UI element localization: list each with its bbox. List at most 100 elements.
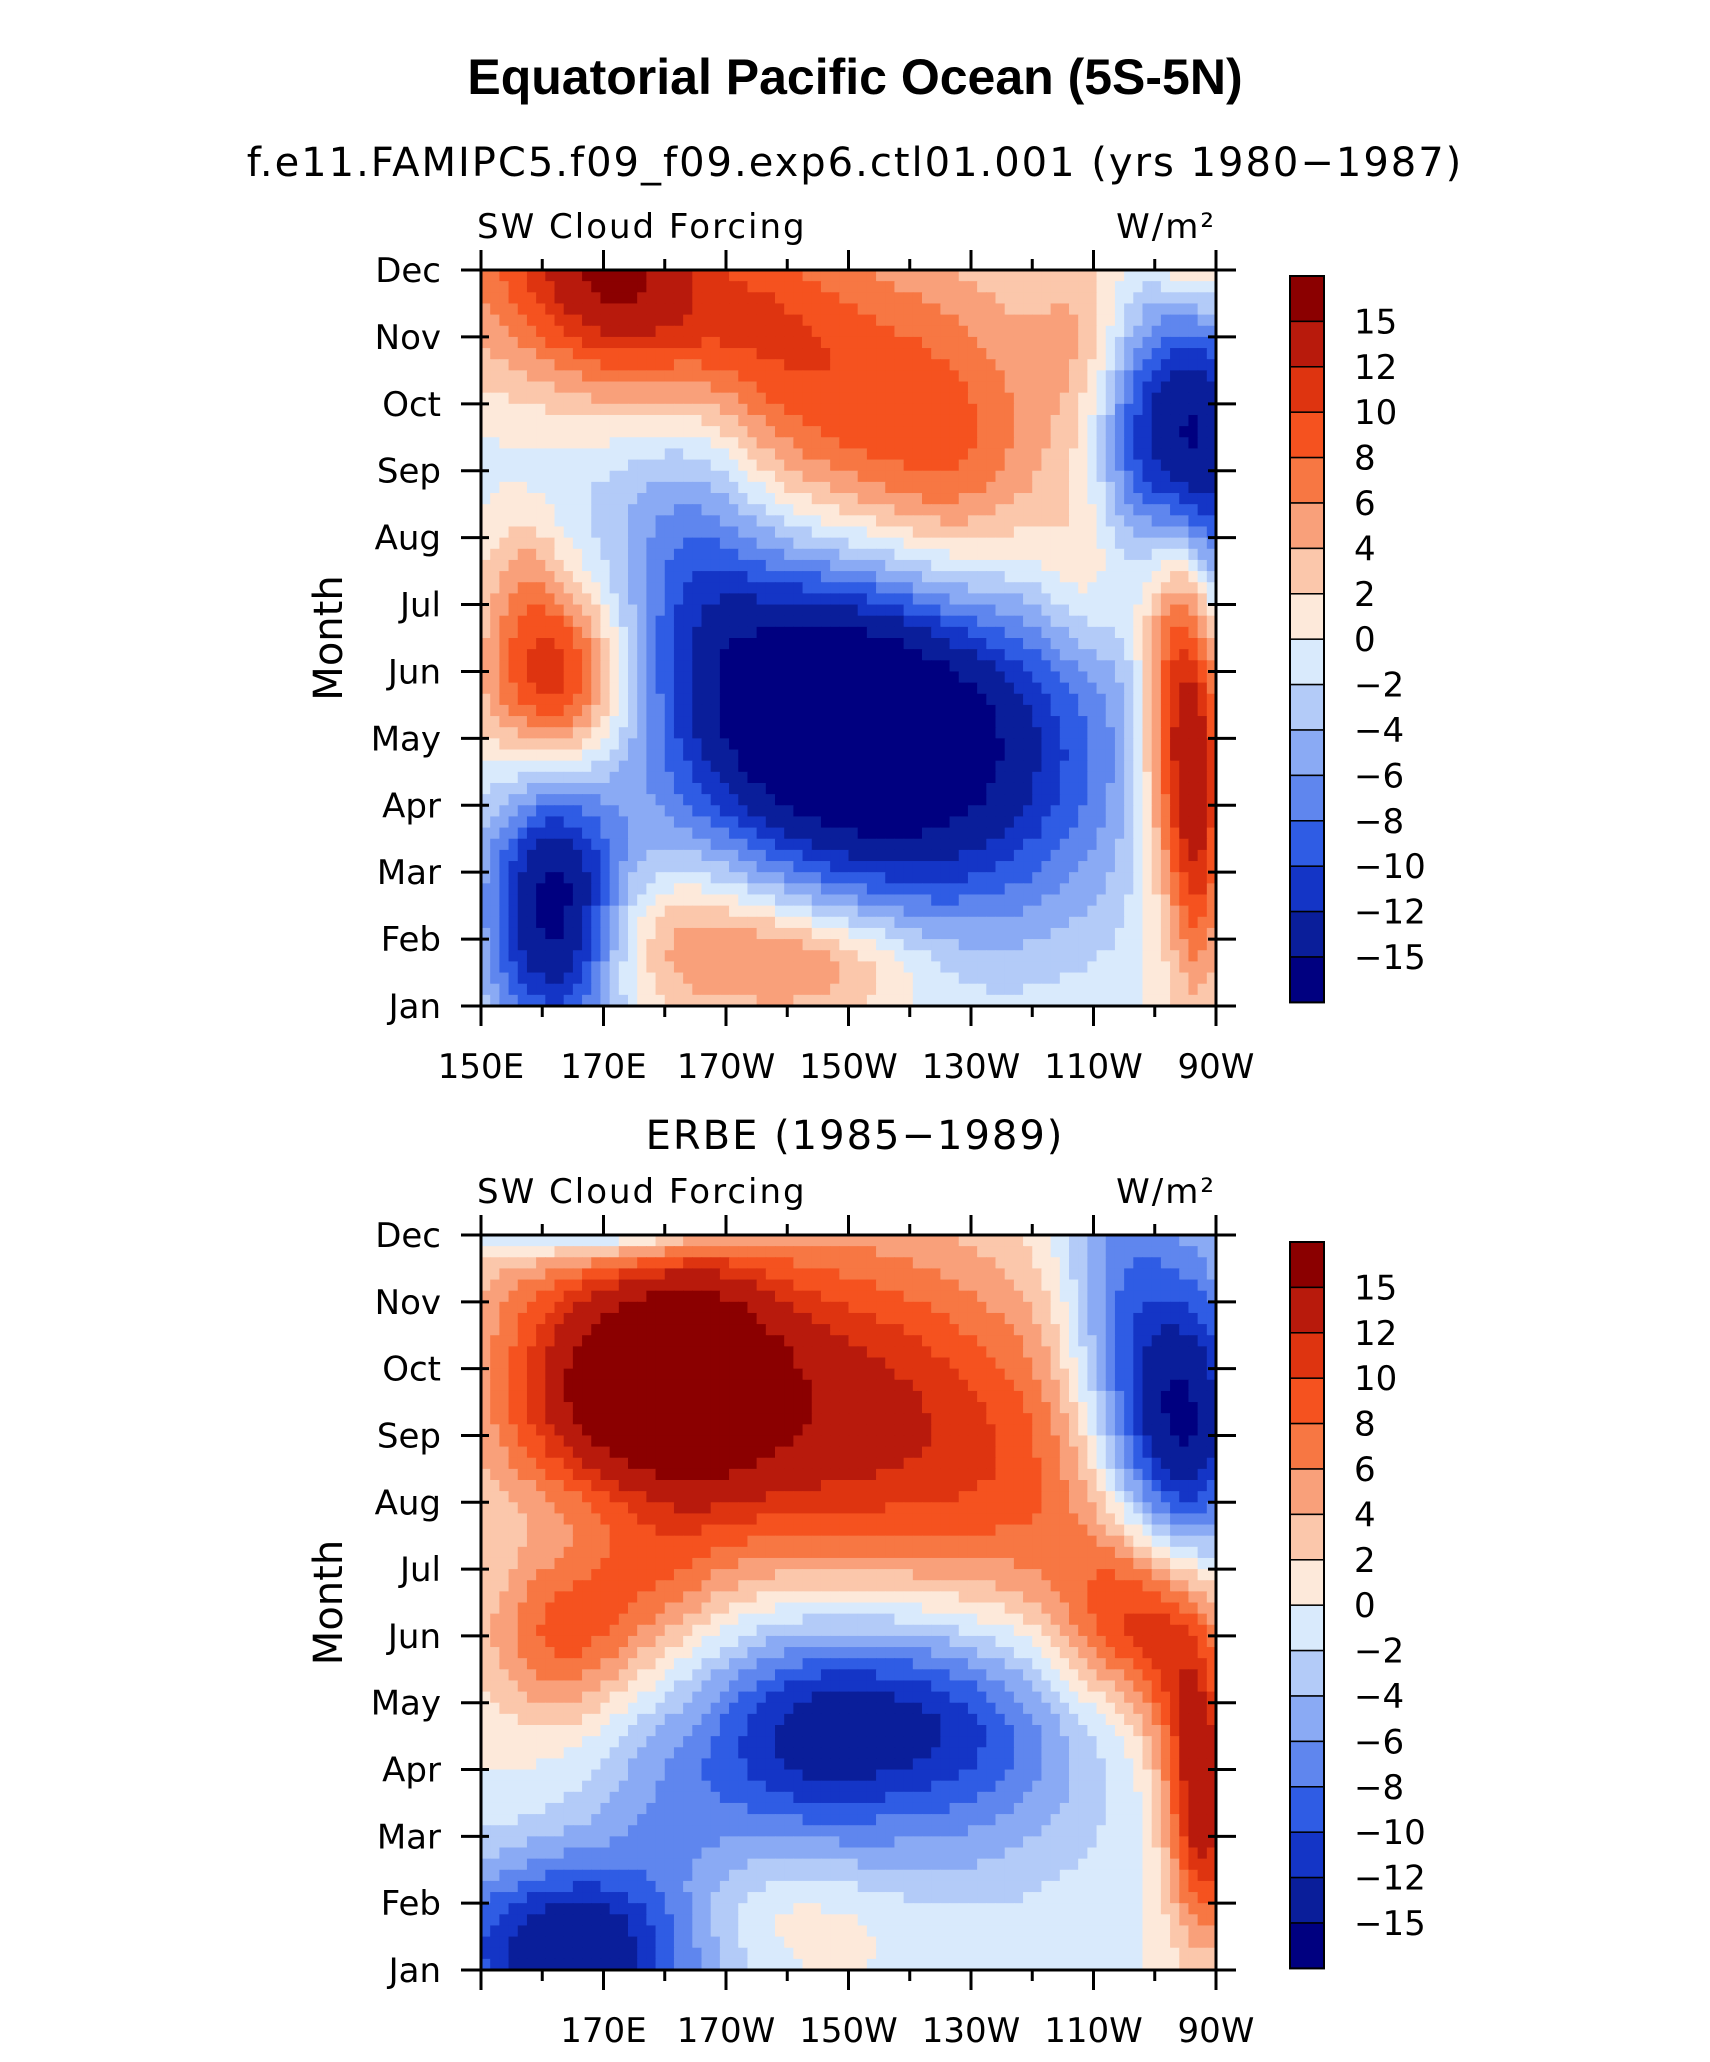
panel1-heatmap-cell — [591, 682, 602, 695]
panel1-heatmap-cell — [628, 281, 638, 293]
panel1-heatmap-cell — [793, 348, 804, 360]
panel1-heatmap-cell — [894, 615, 905, 628]
panel1-heatmap-cell — [1050, 615, 1061, 628]
panel1-heatmap-cell — [857, 448, 868, 461]
panel1-heatmap-cell — [582, 593, 592, 606]
panel1-heatmap-cell — [775, 838, 785, 851]
panel1-heatmap-cell — [931, 336, 941, 349]
panel1-heatmap-cell — [729, 325, 739, 338]
panel1-heatmap-cell — [977, 738, 987, 751]
panel1-heatmap-cell — [637, 749, 647, 762]
panel1-heatmap-cell — [536, 281, 546, 293]
panel1-heatmap-cell — [958, 894, 969, 907]
panel1-heatmap-cell — [1096, 270, 1107, 282]
panel1-heatmap-cell — [1105, 660, 1116, 673]
panel1-heatmap-cell — [710, 582, 721, 594]
panel1-heatmap-cell — [1160, 894, 1171, 907]
panel1-heatmap-cell — [885, 426, 896, 438]
panel1-heatmap-cell — [784, 370, 794, 383]
panel1-heatmap-cell — [1087, 426, 1098, 438]
panel1-heatmap-cell — [931, 559, 941, 572]
panel1-heatmap-cell — [1059, 927, 1070, 940]
panel1-heatmap-cell — [1059, 816, 1070, 829]
panel1-heatmap-cell — [646, 961, 657, 974]
panel1-heatmap-cell — [775, 548, 785, 561]
panel1-heatmap-cell — [765, 905, 776, 918]
panel1-heatmap-cell — [508, 939, 519, 951]
panel1-heatmap-cell — [1142, 403, 1153, 416]
panel1-heatmap-cell — [1078, 582, 1088, 594]
panel1-heatmap-cell — [857, 459, 868, 472]
panel1-heatmap-cell — [1188, 571, 1199, 583]
panel1-heatmap-cell — [1096, 403, 1107, 416]
panel1-heatmap-cell — [499, 939, 510, 951]
panel1-heatmap-cell — [554, 515, 565, 528]
panel1-heatmap-cell — [490, 470, 500, 483]
panel1-heatmap-cell — [582, 872, 592, 884]
panel1-heatmap-cell — [738, 292, 749, 305]
panel1-heatmap-cell — [1078, 816, 1088, 829]
panel1-heatmap-cell — [1151, 325, 1162, 338]
panel1-heatmap-cell — [848, 303, 859, 316]
panel1-heatmap-cell — [1078, 515, 1088, 528]
panel1-heatmap-cell — [1004, 861, 1015, 873]
panel1-heatmap-cell — [967, 571, 978, 583]
panel1-heatmap-cell — [618, 872, 629, 884]
panel1-heatmap-cell — [1004, 604, 1015, 617]
panel1-heatmap-cell — [1188, 682, 1199, 695]
panel1-heatmap-cell — [802, 894, 813, 907]
panel1-heatmap-cell — [490, 359, 500, 371]
panel1-heatmap-cell — [1142, 749, 1153, 762]
panel1-heatmap-cell — [664, 950, 675, 962]
panel1-heatmap-cell — [940, 437, 951, 450]
panel1-heatmap-cell — [830, 370, 840, 383]
panel1-heatmap-cell — [1105, 782, 1116, 795]
panel1-heatmap-cell — [1124, 448, 1134, 461]
panel1-heatmap-cell — [646, 336, 657, 349]
panel1-heatmap-cell — [545, 314, 556, 327]
panel1-heatmap-cell — [545, 370, 556, 383]
panel1-heatmap-cell — [683, 270, 693, 282]
panel1-heatmap-cell — [885, 794, 896, 806]
panel1-heatmap-cell — [811, 403, 822, 416]
panel1-heatmap-cell — [637, 939, 647, 951]
panel1-heatmap-cell — [526, 448, 537, 461]
panel1-heatmap-cell — [1013, 292, 1024, 305]
panel1-heatmap-cell — [894, 626, 905, 639]
panel1-heatmap-cell — [1197, 649, 1208, 661]
panel1-heatmap-cell — [1188, 270, 1199, 282]
panel1-heatmap-cell — [1188, 604, 1199, 617]
panel1-heatmap-cell — [1105, 370, 1116, 383]
panel1-heatmap-cell — [729, 749, 739, 762]
panel1-heatmap-cell — [940, 905, 951, 918]
panel1-heatmap-cell — [683, 849, 693, 862]
panel1-heatmap-cell — [940, 381, 951, 394]
panel1-heatmap-cell — [848, 593, 859, 606]
panel1-heatmap-cell — [1004, 838, 1015, 851]
panel1-heatmap-cell — [1041, 537, 1052, 550]
panel1-heatmap-cell — [995, 537, 1006, 550]
panel1-heatmap-cell — [628, 615, 638, 628]
panel1-heatmap-cell — [628, 559, 638, 572]
panel1-heatmap-cell — [701, 872, 712, 884]
panel1-heatmap-cell — [545, 437, 556, 450]
panel1-heatmap-cell — [940, 403, 951, 416]
panel1-heatmap-cell — [1078, 348, 1088, 360]
panel1-heatmap-cell — [701, 805, 712, 818]
panel1-heatmap-cell — [912, 950, 923, 962]
panel1-heatmap-cell — [517, 515, 528, 528]
panel1-heatmap-cell — [977, 794, 987, 806]
panel1-heatmap-cell — [692, 470, 703, 483]
panel1-heatmap-cell — [931, 861, 941, 873]
panel1-heatmap-cell — [664, 470, 675, 483]
panel1-heatmap-cell — [1032, 348, 1043, 360]
panel1-heatmap-cell — [1188, 459, 1199, 472]
panel1-heatmap-cell — [554, 861, 565, 873]
panel1-heatmap-cell — [738, 470, 749, 483]
panel1-heatmap-cell — [719, 437, 730, 450]
panel1-heatmap-cell — [857, 314, 868, 327]
panel1-heatmap-cell — [729, 336, 739, 349]
panel1-heatmap-cell — [1050, 582, 1061, 594]
panel1-heatmap-cell — [830, 493, 840, 505]
panel1-heatmap-cell — [719, 493, 730, 505]
